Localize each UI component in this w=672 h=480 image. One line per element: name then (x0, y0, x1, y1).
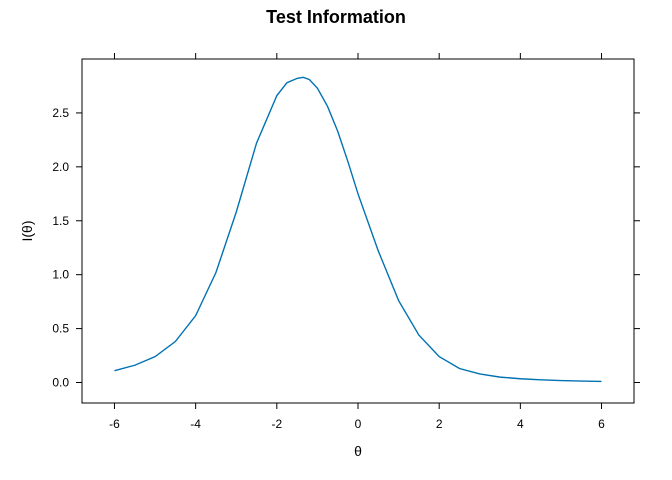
x-axis: -6 -4 -2 0 2 4 6 (109, 53, 605, 431)
y-tick-label: 0.0 (52, 376, 69, 390)
x-axis-label: θ (354, 443, 362, 459)
y-tick-label: 1.0 (52, 268, 69, 282)
x-tick-label: 2 (436, 417, 443, 431)
y-tick-label: 2.0 (52, 160, 69, 174)
plot-frame (81, 58, 635, 404)
x-tick-label: 4 (517, 417, 524, 431)
y-axis-label: I(θ) (19, 221, 35, 242)
y-tick-label: 2.5 (52, 106, 69, 120)
x-tick-label: -6 (109, 417, 120, 431)
y-tick-label: 1.5 (52, 214, 69, 228)
x-tick-label: 0 (355, 417, 362, 431)
y-axis: 0.0 0.5 1.0 1.5 2.0 2.5 (52, 106, 640, 390)
x-tick-label: -2 (271, 417, 282, 431)
chart-title: Test Information (266, 7, 406, 27)
test-information-line (114, 76, 602, 383)
x-tick-label: 6 (598, 417, 605, 431)
y-tick-label: 0.5 (52, 322, 69, 336)
x-tick-label: -4 (190, 417, 201, 431)
